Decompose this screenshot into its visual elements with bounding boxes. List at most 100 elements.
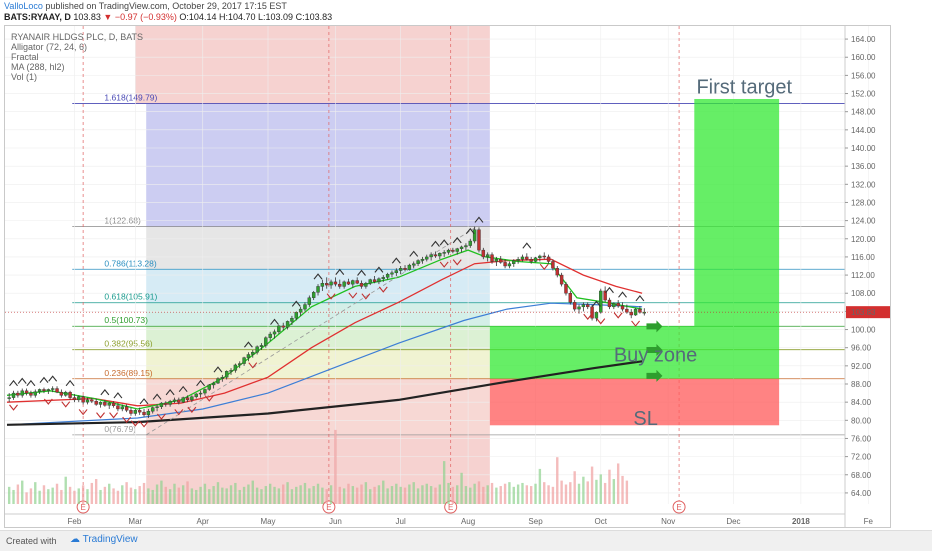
candle-body — [268, 333, 272, 338]
last-price-tag-label: 103.83 — [851, 308, 876, 317]
candle-body — [16, 392, 20, 396]
fractal-up — [178, 385, 188, 393]
earnings-marker-label: E — [326, 503, 331, 512]
volume-bar — [221, 487, 224, 504]
candle-body — [233, 364, 238, 371]
candle-body — [272, 331, 277, 335]
price-tick-label: 68.00 — [851, 471, 872, 480]
zone-annotation: SL — [633, 408, 657, 430]
price-tick-label: 152.00 — [851, 90, 876, 99]
volume-bar — [251, 480, 254, 504]
candle-body — [55, 388, 59, 393]
volume-bar — [529, 486, 533, 504]
price-tick-label: 132.00 — [851, 180, 876, 189]
candle-body — [342, 281, 346, 287]
volume-bar — [603, 482, 607, 504]
candle-body — [568, 293, 573, 303]
fractal-down — [78, 409, 88, 416]
volume-bar — [373, 486, 376, 504]
candle-body — [116, 405, 120, 410]
fractal-down — [139, 421, 149, 428]
candle-body — [555, 268, 559, 276]
candle-body — [520, 256, 525, 260]
fractal-up — [391, 257, 401, 264]
volume-bar — [390, 486, 394, 504]
fractal-up — [139, 398, 149, 405]
candle-body — [151, 407, 155, 412]
fractal-down — [613, 312, 623, 319]
candle-body — [164, 402, 168, 405]
candle-body — [107, 402, 111, 406]
candle-body — [364, 283, 368, 287]
candle-body — [211, 382, 216, 386]
volume-bar — [595, 479, 598, 504]
candle-body — [33, 391, 37, 396]
volume-bar — [499, 486, 502, 504]
volume-bar — [369, 489, 372, 504]
price-tick-label: 80.00 — [851, 416, 872, 425]
candle-body — [307, 297, 312, 305]
price-tick-label: 64.00 — [851, 489, 872, 498]
price-tick-label: 108.00 — [851, 289, 876, 298]
price-tick-label: 164.00 — [851, 35, 876, 44]
fractal-up — [452, 236, 462, 244]
candle-body — [551, 261, 555, 269]
candle-body — [416, 260, 420, 264]
chart-frame[interactable]: 1.618(149.79) 1(122.68) 0.786(113.28) 0.618… — [4, 25, 891, 528]
close-value: C:103.83 — [295, 12, 333, 22]
volume-bar — [464, 486, 468, 504]
fractal-down — [583, 313, 593, 320]
candle-body — [198, 392, 203, 395]
earnings-marker-label: E — [676, 503, 681, 512]
time-tick-label: May — [260, 517, 275, 526]
volume-bar — [51, 487, 54, 504]
fractal-up — [635, 295, 645, 302]
fib-label: 0.236(89.15) — [104, 368, 152, 378]
volume-bar — [181, 485, 185, 504]
candle-body — [207, 384, 211, 390]
price-tick-label: 100.00 — [851, 326, 876, 335]
volume-bar — [282, 484, 285, 504]
volume-bar — [364, 482, 368, 504]
price-tick-label: 84.00 — [851, 398, 872, 407]
tradingview-logo[interactable]: ☁ TradingView — [70, 534, 138, 545]
candle-body — [455, 248, 459, 252]
candle-body — [190, 396, 194, 401]
entry-arrow — [646, 343, 663, 356]
candle-body — [594, 312, 599, 319]
volume-bar — [199, 486, 202, 504]
time-tick-label: Jul — [396, 517, 406, 526]
volume-bar — [12, 489, 15, 504]
candle-body — [485, 254, 490, 258]
fib-band — [146, 103, 490, 227]
volume-bar — [543, 482, 546, 504]
candle-body — [146, 411, 151, 416]
candle-body — [320, 283, 325, 287]
candle-body — [264, 337, 268, 346]
fractal-up — [439, 239, 449, 246]
volume-bar — [460, 472, 463, 504]
candle-body — [420, 258, 425, 261]
volume-bar — [308, 488, 311, 504]
entry-arrow — [646, 320, 663, 333]
candle-body — [311, 292, 316, 298]
candle-body — [111, 402, 116, 406]
zone-annotation: First target — [696, 77, 792, 99]
candle-body — [586, 304, 590, 308]
price-chart[interactable]: 1.618(149.79)1(122.68)0.786(113.28)0.618… — [5, 26, 890, 527]
volume-bar — [438, 484, 442, 504]
candle-body — [255, 346, 259, 353]
zone-sl — [489, 378, 780, 426]
volume-bar — [608, 469, 611, 504]
author-link[interactable]: ValloLoco — [4, 1, 43, 11]
price-tick-label: 128.00 — [851, 198, 876, 207]
candle-body — [29, 392, 33, 396]
fib-label: 0.618(105.91) — [104, 292, 157, 302]
volume-bar — [421, 485, 424, 504]
candle-body — [385, 273, 390, 278]
candle-body — [177, 399, 181, 403]
volume-bar — [173, 483, 176, 504]
time-tick-label: 2018 — [792, 517, 810, 526]
candle-body — [625, 308, 629, 313]
price-tick-label: 144.00 — [851, 126, 876, 135]
